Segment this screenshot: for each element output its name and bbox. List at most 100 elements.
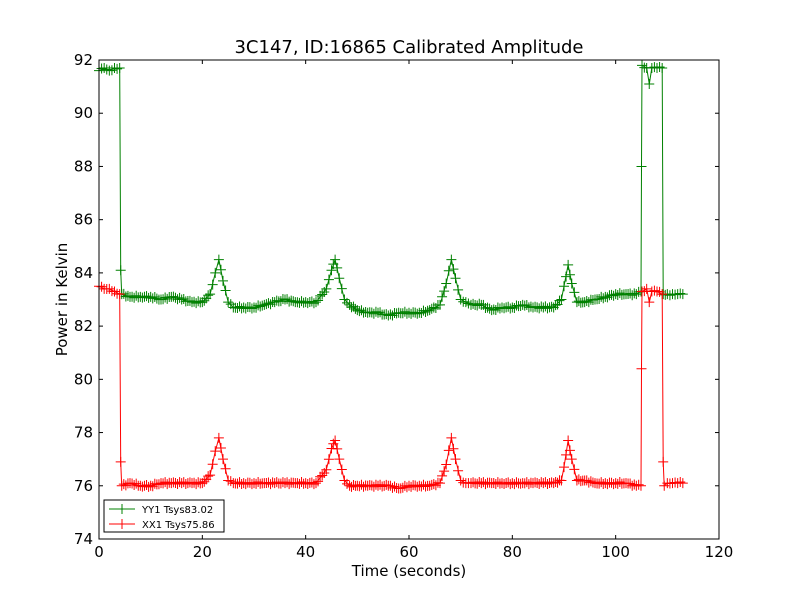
data-point	[323, 454, 334, 465]
data-point	[677, 478, 688, 489]
data-point	[151, 293, 162, 304]
data-point	[332, 443, 343, 454]
data-point	[561, 271, 572, 282]
data-point	[96, 63, 107, 74]
data-point	[223, 297, 234, 308]
data-point	[455, 294, 466, 305]
data-point	[426, 303, 437, 314]
data-point	[637, 60, 648, 71]
data-point	[581, 475, 592, 486]
data-point	[397, 482, 408, 493]
data-point	[218, 454, 228, 465]
data-point	[509, 302, 520, 313]
y-tick-label: 82	[74, 317, 93, 335]
data-point	[373, 307, 383, 318]
data-point	[430, 480, 441, 491]
data-point	[435, 299, 445, 310]
legend-swatch-marker	[117, 504, 127, 514]
data-point	[503, 301, 514, 312]
data-point	[566, 278, 577, 289]
data-point	[275, 478, 286, 489]
data-point	[199, 476, 210, 487]
data-point	[625, 478, 636, 489]
data-point	[422, 305, 433, 316]
data-point	[284, 479, 295, 490]
data-point	[346, 302, 357, 313]
data-point	[649, 285, 660, 296]
data-point	[199, 295, 210, 306]
data-point	[368, 308, 379, 319]
data-point	[114, 62, 125, 73]
data-point	[552, 299, 563, 310]
data-point	[308, 298, 319, 309]
data-point	[550, 300, 561, 311]
chart-title: 3C147, ID:16865 Calibrated Amplitude	[234, 37, 583, 58]
data-point	[178, 293, 189, 304]
data-point	[437, 470, 448, 481]
data-point	[596, 477, 607, 488]
data-point	[234, 477, 245, 488]
data-point	[255, 301, 266, 312]
data-point	[205, 289, 216, 300]
data-point	[435, 478, 445, 489]
data-point	[326, 265, 337, 276]
data-point	[424, 305, 435, 316]
data-point	[428, 479, 439, 490]
data-point	[336, 464, 347, 475]
data-point	[631, 289, 642, 300]
data-point	[594, 293, 605, 304]
data-point	[251, 302, 262, 313]
data-point	[220, 463, 231, 474]
data-point	[441, 459, 452, 470]
data-point	[448, 264, 459, 275]
data-point	[563, 259, 574, 270]
data-point	[99, 62, 110, 73]
data-point	[420, 306, 431, 317]
data-point	[600, 291, 611, 302]
data-point	[265, 479, 276, 490]
data-point	[265, 299, 276, 310]
data-point	[564, 445, 575, 456]
x-tick-label: 80	[503, 543, 522, 561]
y-tick-label: 80	[74, 370, 93, 388]
data-point	[296, 477, 307, 488]
data-point	[614, 477, 625, 488]
data-point	[389, 481, 400, 492]
data-point	[330, 254, 341, 265]
data-point	[308, 479, 319, 490]
data-point	[664, 290, 675, 301]
data-point	[257, 300, 268, 311]
data-point	[180, 478, 191, 489]
data-point	[552, 477, 563, 488]
data-point	[115, 456, 126, 467]
data-point	[511, 477, 522, 488]
data-point	[556, 475, 567, 486]
data-point	[149, 291, 160, 302]
series-layer	[94, 60, 688, 494]
data-point	[101, 64, 112, 75]
data-point	[118, 479, 129, 490]
data-point	[412, 308, 423, 319]
data-point	[356, 305, 367, 316]
data-point	[492, 477, 503, 488]
data-point	[162, 479, 173, 490]
y-tick-label: 76	[74, 477, 93, 495]
data-point	[559, 281, 569, 292]
legend-label: XX1 Tsys75.86	[142, 520, 215, 531]
data-point	[282, 294, 293, 305]
x-tick-label: 120	[705, 543, 734, 561]
data-point	[129, 480, 140, 491]
data-point	[450, 454, 461, 465]
data-point	[191, 298, 202, 309]
data-point	[313, 295, 324, 306]
data-point	[215, 264, 226, 275]
data-point	[205, 470, 216, 481]
data-point	[296, 296, 307, 307]
data-point	[321, 283, 332, 294]
data-point	[657, 289, 668, 300]
data-point	[346, 481, 357, 492]
data-point	[215, 443, 226, 454]
y-axis-label: Power in Kelvin	[53, 243, 71, 357]
data-point	[176, 294, 187, 305]
